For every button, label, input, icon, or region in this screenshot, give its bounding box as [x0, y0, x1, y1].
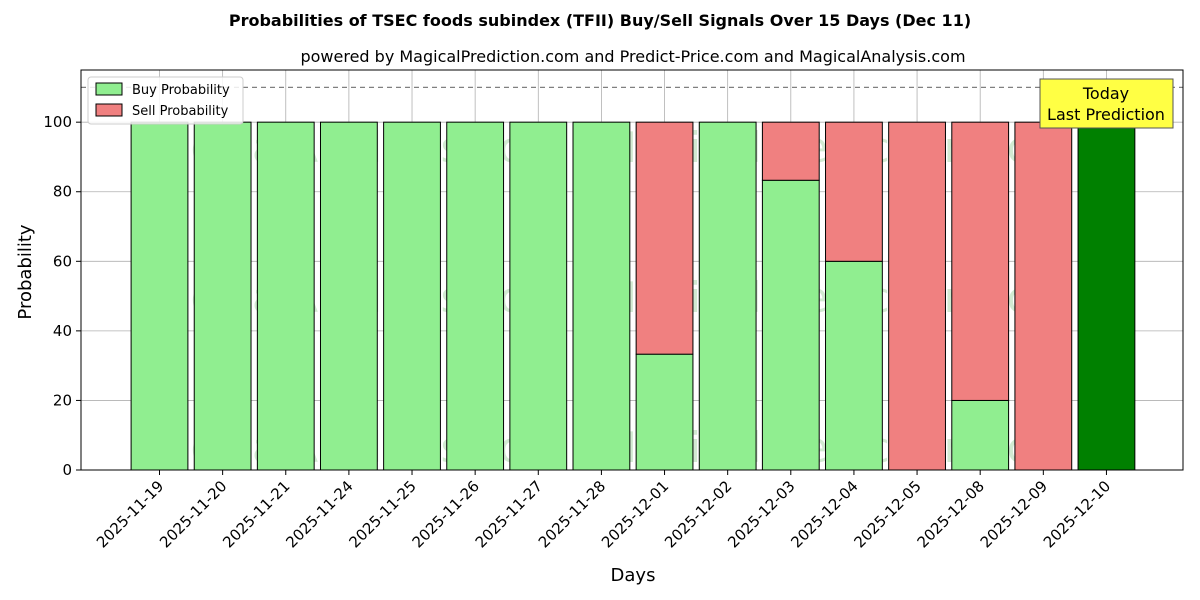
bar-sell	[825, 121, 883, 262]
legend-frame	[87, 76, 244, 125]
chart-title: Probabilities of TSEC foods subindex (TF…	[229, 11, 971, 30]
bar-buy	[761, 179, 820, 471]
x-axis-label: Days	[611, 565, 656, 586]
bar-buy	[635, 353, 694, 471]
bar-buy	[572, 121, 631, 471]
y-tick-label: 100	[43, 113, 72, 131]
y-tick-label: 0	[62, 461, 72, 479]
x-tick-label: 2025-12-09	[977, 477, 1051, 551]
y-tick-label: 20	[53, 391, 72, 409]
today-annotation-line2: Last Prediction	[1047, 105, 1165, 124]
bar-sell	[951, 121, 1010, 401]
x-tick-label: 2025-12-08	[914, 477, 988, 551]
today-annotation-line1: Today	[1082, 84, 1129, 103]
bar-buy	[446, 121, 505, 471]
bar-sell	[888, 121, 946, 471]
bar-buy	[383, 121, 441, 471]
x-tick-label: 2025-11-27	[472, 477, 546, 551]
legend-swatch-sell	[95, 103, 123, 117]
y-tick-label: 60	[53, 252, 72, 270]
x-tick-label: 2025-11-19	[93, 477, 167, 551]
bar-buy	[130, 121, 189, 471]
x-axis: 2025-11-192025-11-202025-11-212025-11-24…	[93, 470, 1114, 551]
bar-sell	[1014, 121, 1073, 471]
y-axis: 0 20 40 60 80 100	[43, 113, 81, 479]
legend: Buy Probability Sell Probability	[87, 76, 244, 125]
y-tick-label: 80	[53, 183, 72, 201]
today-annotation-box	[1039, 78, 1174, 129]
bar-buy	[825, 260, 883, 471]
x-tick-label: 2025-12-04	[787, 477, 861, 551]
bar-buy	[256, 121, 315, 471]
bar-buy	[319, 121, 378, 471]
x-tick-label: 2025-11-21	[219, 477, 293, 551]
x-tick-label: 2025-11-26	[409, 477, 483, 551]
x-tick-label: 2025-12-02	[661, 477, 735, 551]
y-tick-label: 40	[53, 322, 72, 340]
legend-label-buy: Buy Probability	[132, 83, 230, 98]
plot-frame	[80, 69, 1184, 471]
x-tick-label: 2025-11-24	[282, 477, 356, 551]
bar-sell	[635, 121, 694, 355]
bars	[130, 121, 1136, 471]
bar-buy	[1077, 121, 1136, 471]
legend-label-sell: Sell Probability	[132, 104, 229, 119]
x-tick-label: 2025-12-03	[724, 477, 798, 551]
bar-buy	[698, 121, 757, 471]
x-tick-label: 2025-11-28	[535, 477, 609, 551]
chart-subtitle: powered by MagicalPrediction.com and Pre…	[300, 47, 965, 66]
today-annotation: Today Last Prediction	[1039, 78, 1174, 129]
x-tick-label: 2025-11-25	[345, 477, 419, 551]
legend-swatch-buy	[95, 82, 123, 96]
y-axis-label: Probability	[15, 224, 36, 319]
x-tick-label: 2025-12-01	[598, 477, 672, 551]
x-tick-label: 2025-11-20	[156, 477, 230, 551]
bar-sell	[761, 121, 820, 181]
x-tick-label: 2025-12-10	[1040, 477, 1114, 551]
bar-buy	[509, 121, 568, 471]
bar-buy	[951, 399, 1010, 471]
x-tick-label: 2025-12-05	[851, 477, 925, 551]
bar-buy	[193, 121, 252, 471]
